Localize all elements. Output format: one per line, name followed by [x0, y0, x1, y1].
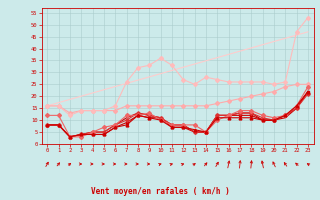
Text: Vent moyen/en rafales ( km/h ): Vent moyen/en rafales ( km/h ) — [91, 186, 229, 196]
